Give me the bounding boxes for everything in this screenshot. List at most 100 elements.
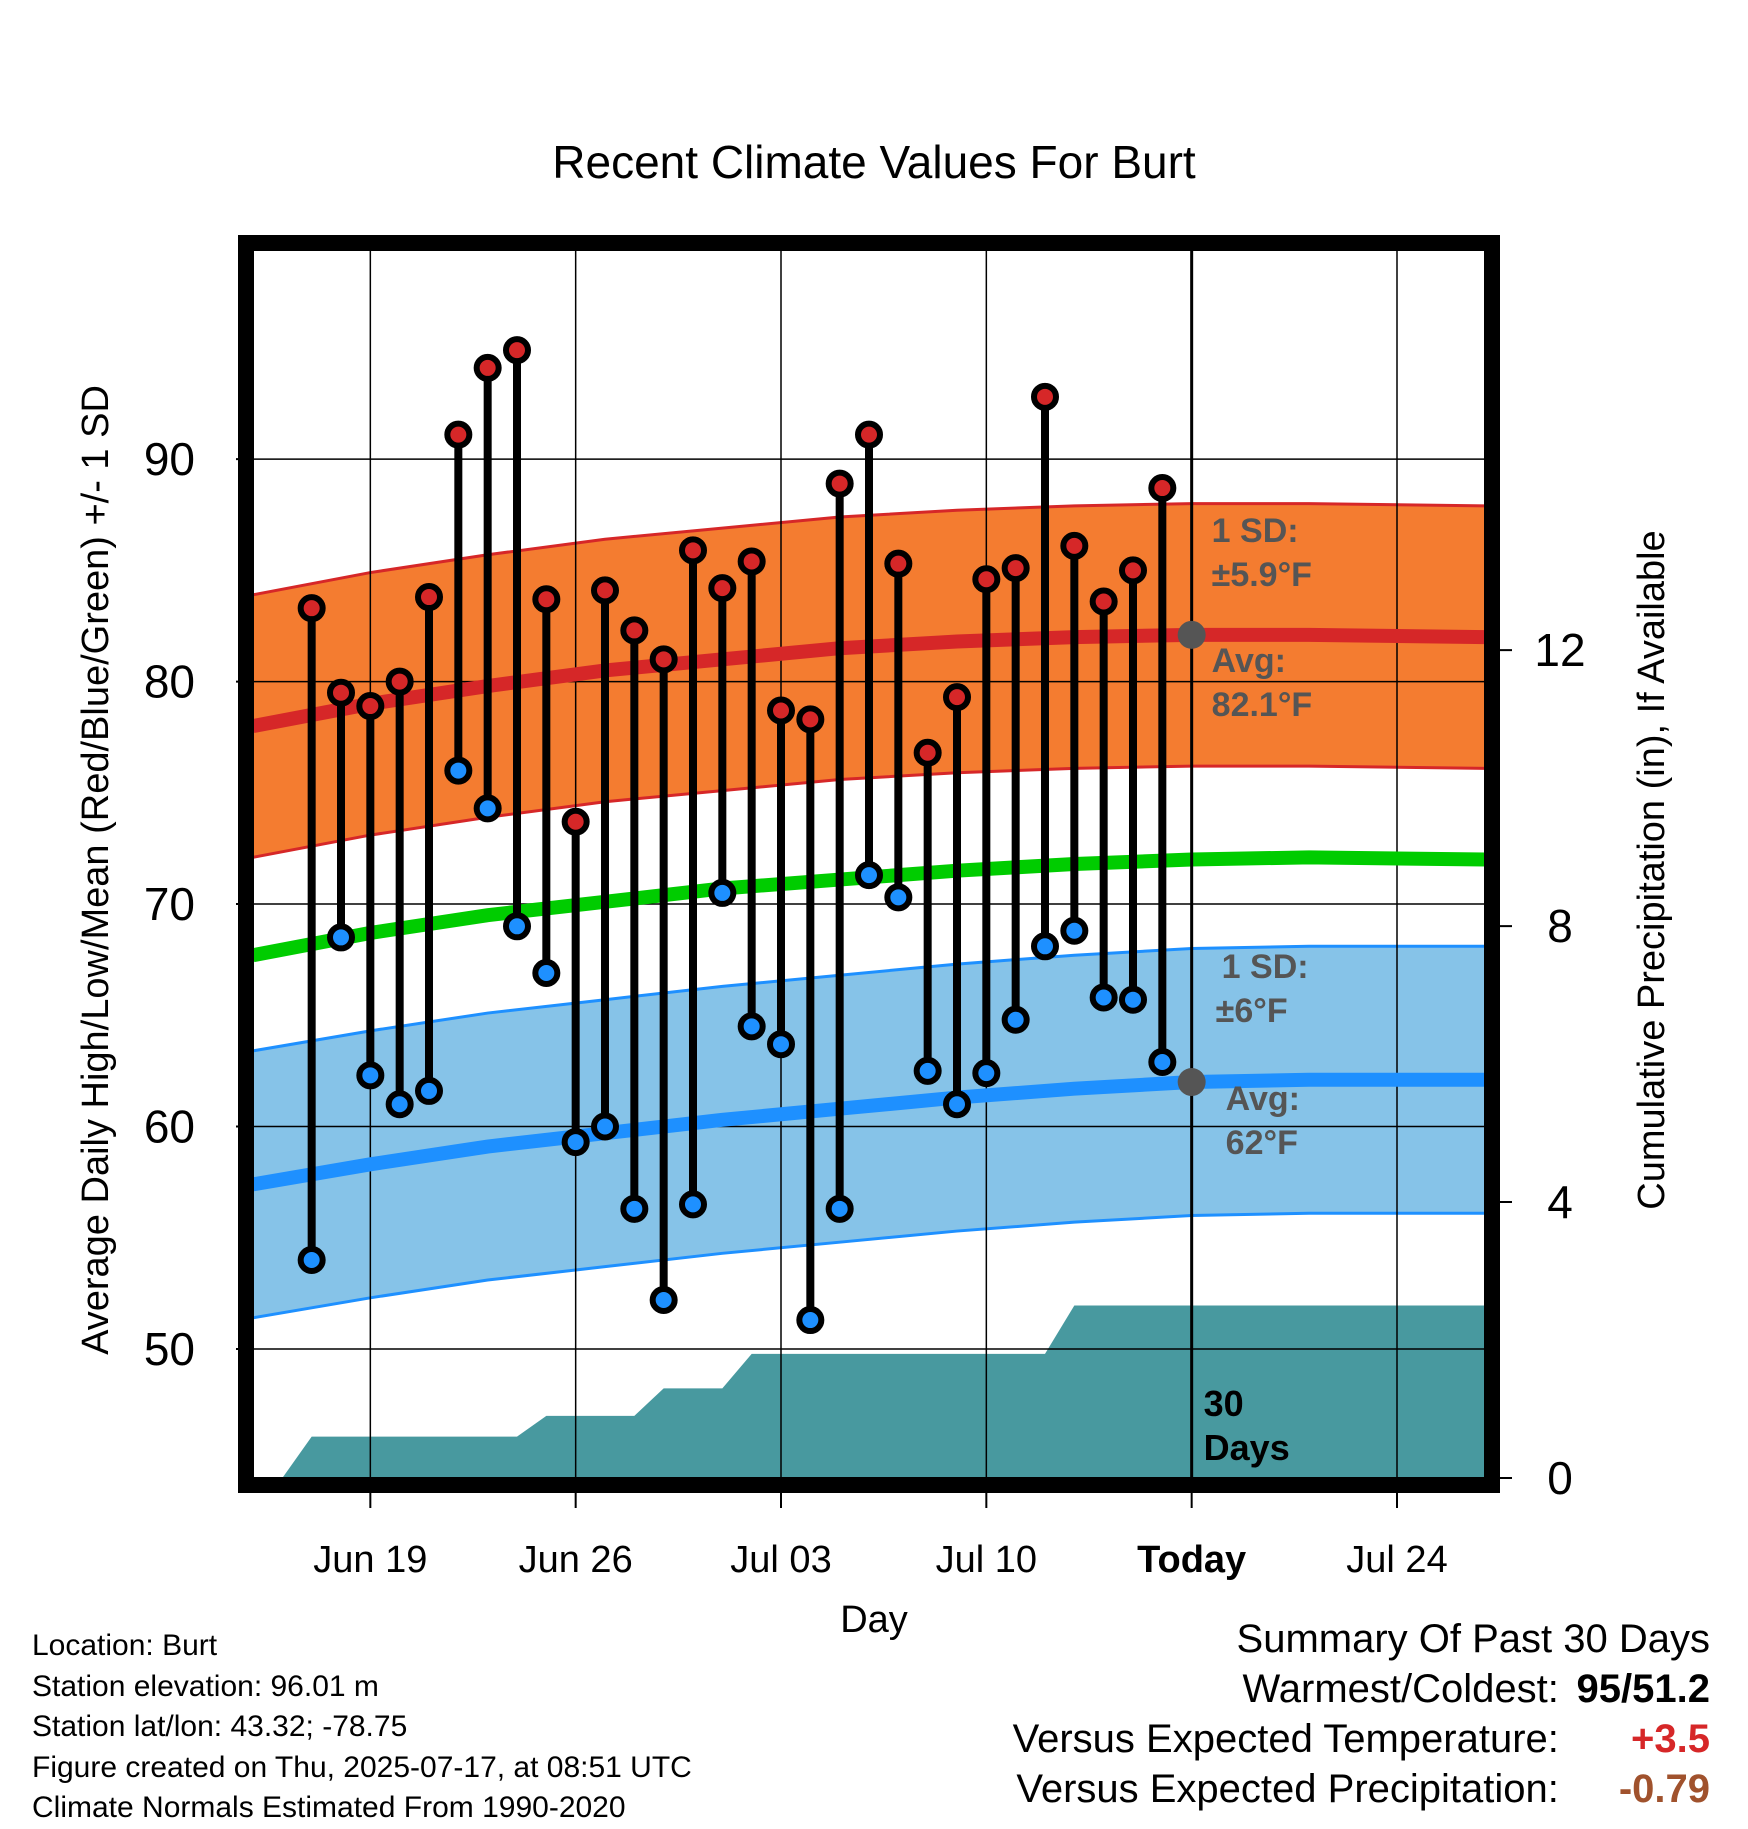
info-normals: Climate Normals Estimated From 1990-2020 [32, 1791, 626, 1824]
summary-temp-value: +3.5 [1631, 1717, 1710, 1761]
y2-tick-label: 0 [1547, 1452, 1573, 1504]
daily-high-point [1031, 382, 1059, 411]
daily-low-point [1060, 916, 1089, 945]
daily-high-point [503, 336, 531, 365]
daily-low-point [415, 1076, 443, 1105]
daily-high-point [356, 692, 385, 721]
station-info: Location: Burt Station elevation: 96.01 … [32, 1626, 692, 1829]
daily-low-point [620, 1194, 649, 1223]
daily-high-point [561, 807, 590, 836]
chart-title: Recent Climate Values For Burt [552, 136, 1196, 188]
daily-high-point [825, 469, 854, 498]
daily-low-point [767, 1030, 795, 1059]
y-tick-label: 50 [144, 1323, 195, 1375]
high-avg-label: Avg: [1212, 642, 1286, 680]
y2-tick-label: 4 [1547, 1176, 1573, 1228]
daily-low-point [532, 959, 561, 988]
daily-low-point [327, 923, 355, 952]
summary-precip-label: Versus Expected Precipitation: [1016, 1767, 1559, 1811]
daily-low-point [1119, 985, 1147, 1014]
summary-precip-value: -0.79 [1618, 1767, 1710, 1811]
daily-high-point [855, 420, 883, 449]
low-avg-label: Avg: [1226, 1080, 1300, 1118]
daily-high-point [1089, 587, 1118, 616]
daily-low-point [1001, 1005, 1030, 1034]
y-axis-label: Average Daily High/Low/Mean (Red/Blue/Gr… [75, 385, 117, 1355]
low-sd-lower-edge [252, 1211, 1485, 1320]
high-sd-label: 1 SD: [1212, 512, 1299, 550]
summary-warmest-low: 51.2 [1632, 1667, 1710, 1711]
daily-high-point [796, 705, 825, 734]
daily-high-point [649, 645, 678, 674]
daily-high-point [327, 678, 355, 707]
summary-temp-label: Versus Expected Temperature: [1012, 1717, 1559, 1761]
daily-low-point [737, 1012, 766, 1041]
daily-low-point [1148, 1047, 1177, 1076]
daily-high-point [943, 683, 971, 712]
daily-high-point [297, 594, 326, 623]
daily-high-point [708, 574, 737, 603]
y-tick-label: 70 [144, 878, 195, 930]
daily-high-point [767, 696, 795, 725]
daily-high-point [884, 549, 913, 578]
summary-title: Summary Of Past 30 Days [1236, 1617, 1710, 1661]
daily-high-point [415, 583, 443, 612]
daily-low-point [473, 794, 502, 823]
y2-tick-label: 8 [1547, 900, 1573, 952]
days-number-label: 30 [1204, 1383, 1244, 1424]
daily-high-point [444, 420, 473, 449]
daily-low-point [444, 756, 473, 785]
daily-low-point [1031, 932, 1059, 961]
x-tick-label: Jul 24 [1346, 1539, 1447, 1581]
x-tick-label: Today [1137, 1539, 1246, 1581]
low-sd-band [253, 946, 1485, 1318]
daily-low-point [591, 1112, 619, 1141]
daily-high-point [1001, 554, 1030, 583]
y-tick-label: 60 [144, 1101, 195, 1153]
plot-area: 1 SD: ±5.9°F Avg: 82.1°F 1 SD: ±6°F Avg: 62°F 30… [144, 235, 1586, 1581]
daily-low-point [679, 1190, 707, 1219]
daily-low-point [1089, 983, 1118, 1012]
y-tick-label: 90 [144, 433, 195, 485]
daily-high-point [737, 547, 766, 576]
x-tick-label: Jul 03 [730, 1539, 831, 1581]
today-avg-low-dot [1177, 1068, 1206, 1097]
daily-high-point [532, 585, 561, 614]
days-word-label: Days [1204, 1427, 1290, 1468]
daily-low-point [297, 1245, 326, 1274]
daily-low-point [913, 1056, 942, 1085]
summary-panel: Summary Of Past 30 Days Warmest/Coldest:… [1013, 1614, 1710, 1814]
daily-high-point [679, 536, 707, 565]
low-avg-value: 62°F [1226, 1124, 1298, 1162]
daily-low-point [503, 912, 531, 941]
summary-warmest-row: Warmest/Coldest: 95/51.2 [1013, 1664, 1711, 1714]
daily-high-point [620, 616, 649, 645]
y-tick-label: 80 [144, 656, 195, 708]
daily-high-point [913, 738, 942, 767]
info-location: Location: Burt [32, 1629, 218, 1662]
info-latlon: Station lat/lon: 43.32; -78.75 [32, 1710, 408, 1743]
daily-low-point [385, 1090, 414, 1119]
daily-low-point [708, 878, 737, 907]
summary-warmest-value: 95/51.2 [1576, 1667, 1710, 1711]
high-avg-value: 82.1°F [1212, 686, 1313, 724]
daily-high-point [1060, 531, 1089, 560]
y2-axis-label: Cumulative Precipitation (in), If Availa… [1631, 530, 1673, 1209]
info-created: Figure created on Thu, 2025-07-17, at 08… [32, 1750, 692, 1784]
daily-low-point [561, 1128, 590, 1157]
info-elevation: Station elevation: 96.01 m [32, 1669, 379, 1703]
daily-high-point [473, 353, 502, 382]
daily-low-point [884, 883, 913, 912]
daily-low-point [356, 1061, 385, 1090]
low-sd-label: 1 SD: [1222, 948, 1309, 986]
daily-high-point [1119, 556, 1147, 585]
high-sd-value: ±5.9°F [1212, 556, 1312, 594]
summary-temp-row: Versus Expected Temperature: +3.5 [1013, 1714, 1710, 1764]
low-sd-value: ±6°F [1216, 992, 1288, 1030]
x-axis-label: Day [840, 1599, 908, 1641]
summary-warmest-label: Warmest/Coldest: [1242, 1667, 1559, 1711]
daily-low-point [825, 1194, 854, 1223]
summary-warmest-high: 95 [1576, 1667, 1622, 1711]
precip-area [282, 1305, 1485, 1478]
